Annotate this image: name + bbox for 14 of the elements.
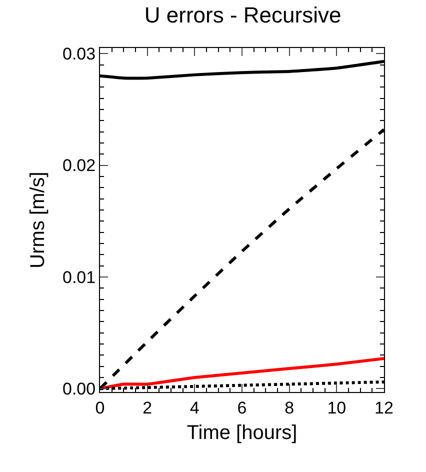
x-tick-label: 8 xyxy=(284,398,294,418)
x-tick-label: 6 xyxy=(237,398,247,418)
y-axis-title: Urms [m/s] xyxy=(27,172,50,268)
x-axis-title: Time [hours] xyxy=(186,422,298,444)
x-tick-label: 4 xyxy=(190,398,200,418)
x-tick-label: 10 xyxy=(327,398,346,418)
chart-title: U errors - Recursive xyxy=(144,2,342,28)
y-tick-label: 0.00 xyxy=(62,380,96,399)
x-tick-label: 2 xyxy=(142,398,152,418)
y-tick-label: 0.02 xyxy=(62,156,96,176)
x-tick-label: 0 xyxy=(95,398,105,418)
y-tick-label: 0.01 xyxy=(62,268,96,287)
y-tick-label: 0.03 xyxy=(62,44,96,64)
x-tick-label: 12 xyxy=(374,398,394,418)
